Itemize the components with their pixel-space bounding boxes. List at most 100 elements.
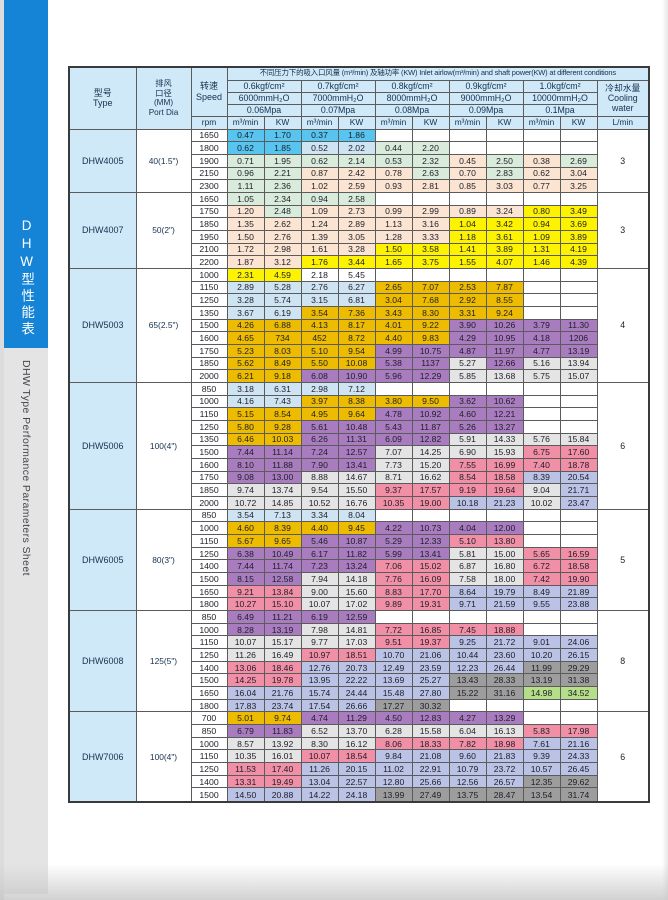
- spec-row: 1250 3.28 5.74 3.15 6.81 3.04 7.68 2.92 8.55: [69, 293, 649, 307]
- value-cell: 0.85: [448, 179, 487, 193]
- value-cell: 5.28: [263, 280, 302, 295]
- value-cell: [559, 293, 598, 307]
- value-cell: 12.23: [448, 660, 487, 675]
- value-cell: 10.07: [300, 749, 339, 764]
- value-cell: [522, 305, 561, 320]
- value-cell: 2.92: [448, 293, 487, 307]
- rpm-cell: 1350: [190, 432, 228, 447]
- value-cell: 1.76: [300, 255, 339, 269]
- value-cell: 1.87: [226, 255, 265, 269]
- value-cell: 6.28: [374, 724, 413, 738]
- spec-row: 1800 17.83 23.74 17.54 26.66 17.27 30.32: [69, 698, 649, 713]
- value-cell: 18.98: [485, 736, 524, 751]
- value-cell: 7.76: [374, 572, 413, 586]
- value-cell: [522, 508, 561, 523]
- value-cell: 6.19: [300, 610, 339, 624]
- value-cell: 2.63: [411, 166, 450, 181]
- value-cell: 2.98: [263, 242, 302, 257]
- value-cell: [411, 191, 450, 206]
- value-cell: 8.71: [374, 470, 413, 485]
- value-cell: 10.57: [522, 762, 561, 776]
- value-cell: 9.54: [300, 483, 339, 497]
- value-cell: 9.24: [485, 305, 524, 320]
- value-cell: 3.33: [411, 229, 450, 244]
- spec-row: 1150 5.67 9.65 5.46 10.87 5.29 12.33 5.10 13.80: [69, 534, 649, 548]
- value-cell: 20.73: [337, 660, 376, 675]
- value-cell: 2.89: [337, 217, 376, 231]
- value-cell: 31.74: [559, 787, 598, 803]
- value-cell: 13.80: [485, 534, 524, 548]
- value-cell: 7.06: [374, 559, 413, 574]
- rpm-cell: 850: [190, 508, 228, 523]
- value-cell: 14.81: [337, 622, 376, 637]
- value-cell: 8.04: [337, 508, 376, 523]
- value-cell: [559, 128, 598, 143]
- spec-row: 1600 4.65 734 452 8.72 4.40 9.83 4.29 10.95 4.18 1…: [69, 331, 649, 345]
- value-cell: 16.80: [485, 559, 524, 574]
- value-cell: 8.28: [226, 622, 265, 637]
- value-cell: 3.31: [448, 305, 487, 320]
- value-cell: 452: [300, 331, 339, 345]
- rpm-cell: 2100: [190, 242, 228, 257]
- value-cell: 10.35: [374, 495, 413, 510]
- value-cell: 4.65: [226, 331, 265, 345]
- value-cell: 13.41: [337, 457, 376, 472]
- value-cell: 4.78: [374, 407, 413, 421]
- rpm-cell: 850: [190, 610, 228, 624]
- value-cell: 26.66: [337, 698, 376, 713]
- value-cell: 15.93: [485, 445, 524, 459]
- value-cell: 18.58: [485, 470, 524, 485]
- value-cell: 15.50: [337, 483, 376, 497]
- value-cell: 3.28: [226, 293, 265, 307]
- value-cell: 5.10: [448, 534, 487, 548]
- rpm-cell: 1750: [190, 470, 228, 485]
- value-cell: 0.89: [448, 204, 487, 219]
- spec-row: DHW6005 80(3") 850 3.54 7.13 3.34 8.04 5: [68, 508, 650, 612]
- value-cell: 29.62: [559, 774, 598, 789]
- value-cell: 6.72: [522, 559, 561, 574]
- value-cell: 15.22: [448, 686, 487, 700]
- value-cell: 20.54: [559, 470, 598, 485]
- value-cell: 7.42: [522, 572, 561, 586]
- spec-row: 1150 10.35 16.01 10.07 18.54 9.84 21.08 9.60 21.…: [69, 749, 649, 764]
- value-cell: 8.54: [263, 407, 302, 421]
- value-cell: 7.07: [411, 280, 450, 295]
- value-cell: 10.26: [485, 318, 524, 333]
- spec-row: 1000 4.60 8.39 4.40 9.45 4.22 10.73 4.04 12.00: [69, 521, 649, 535]
- value-cell: 10.07: [226, 635, 265, 650]
- value-cell: 1.70: [263, 128, 302, 143]
- rpm-cell: 1750: [190, 204, 228, 219]
- rpm-cell: 2000: [190, 369, 228, 383]
- value-cell: 0.62: [300, 153, 339, 168]
- value-cell: 9.51: [374, 635, 413, 650]
- value-cell: 12.57: [337, 445, 376, 459]
- value-cell: 4.50: [374, 711, 413, 726]
- spec-row: 1900 0.71 1.95 0.62 2.14 0.53 2.32 0.45 2.50 0.38…: [69, 153, 649, 168]
- value-cell: 7.45: [448, 622, 487, 637]
- value-cell: 6.38: [226, 546, 265, 561]
- rpm-cell: 1150: [190, 534, 228, 548]
- rpm-cell: 1000: [190, 521, 228, 535]
- sidebar-title-en: DHW Type Performance Parameters Sheet: [20, 360, 32, 576]
- value-cell: 2.81: [411, 179, 450, 193]
- spec-row: DHW5003 65(2.5") 1000 2.31 4.59 2.18 5.45 4: [68, 267, 650, 383]
- value-cell: 26.45: [559, 762, 598, 776]
- value-cell: 15.74: [300, 686, 339, 700]
- value-cell: 21.76: [263, 686, 302, 700]
- value-cell: 3.54: [226, 508, 265, 523]
- rpm-cell: 1850: [190, 483, 228, 497]
- value-cell: 18.88: [485, 622, 524, 637]
- value-cell: 13.41: [411, 546, 450, 561]
- port-dia-cell: 65(2.5"): [135, 267, 192, 383]
- spec-row: 1750 1.20 2.48 1.09 2.73 0.99 2.99 0.89 3.24 0.80…: [69, 204, 649, 219]
- value-cell: 4.19: [559, 242, 598, 257]
- value-cell: [559, 191, 598, 206]
- value-cell: 13.00: [263, 470, 302, 485]
- value-cell: 4.87: [448, 343, 487, 358]
- value-cell: 5.67: [226, 534, 265, 548]
- value-cell: 7.58: [448, 572, 487, 586]
- value-cell: [448, 610, 487, 624]
- value-cell: 6.08: [300, 369, 339, 383]
- value-cell: 11.97: [485, 343, 524, 358]
